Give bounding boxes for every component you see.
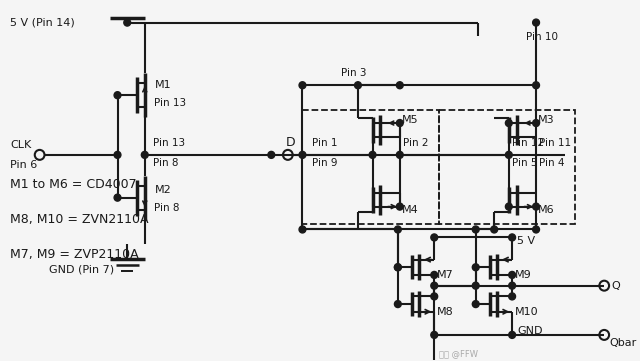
Circle shape [394, 301, 401, 308]
Circle shape [396, 119, 403, 126]
Circle shape [114, 194, 121, 201]
Text: Pin 12: Pin 12 [512, 138, 544, 148]
Text: Pin 8: Pin 8 [152, 158, 178, 168]
Circle shape [431, 331, 438, 338]
Circle shape [506, 151, 512, 158]
Circle shape [396, 151, 403, 158]
Circle shape [509, 331, 516, 338]
Circle shape [509, 282, 516, 289]
Text: 知乎 @FFW: 知乎 @FFW [439, 349, 477, 358]
Circle shape [431, 271, 438, 278]
Text: Pin 2: Pin 2 [403, 138, 428, 148]
Text: M1 to M6 = CD4007: M1 to M6 = CD4007 [10, 178, 137, 191]
Circle shape [431, 282, 438, 289]
Text: D: D [286, 136, 296, 149]
Circle shape [472, 282, 479, 289]
Circle shape [124, 19, 131, 26]
Circle shape [532, 119, 540, 126]
Circle shape [394, 264, 401, 271]
Circle shape [394, 264, 401, 271]
Circle shape [506, 203, 512, 210]
Text: Pin 11: Pin 11 [539, 138, 571, 148]
Text: GND (Pin 7): GND (Pin 7) [49, 264, 115, 274]
Circle shape [472, 301, 479, 308]
Circle shape [141, 151, 148, 158]
Text: Pin 13: Pin 13 [152, 138, 185, 148]
Text: Qbar: Qbar [609, 338, 636, 348]
Circle shape [268, 151, 275, 158]
Text: M7, M9 = ZVP2110A: M7, M9 = ZVP2110A [10, 248, 139, 261]
Text: Pin 5: Pin 5 [512, 158, 537, 168]
Circle shape [472, 226, 479, 233]
Text: M3: M3 [538, 115, 555, 125]
Text: M9: M9 [515, 270, 531, 280]
Circle shape [509, 271, 516, 278]
Circle shape [509, 293, 516, 300]
Text: M1: M1 [154, 80, 171, 90]
Bar [439, 110, 575, 225]
Circle shape [396, 82, 403, 89]
Circle shape [394, 226, 401, 233]
Text: M5: M5 [402, 115, 419, 125]
Text: Pin 4: Pin 4 [539, 158, 564, 168]
Text: M7: M7 [436, 270, 454, 280]
Circle shape [114, 92, 121, 99]
Circle shape [532, 203, 540, 210]
Text: Pin 3: Pin 3 [341, 68, 367, 78]
Circle shape [532, 19, 540, 26]
Circle shape [509, 234, 516, 241]
Text: Pin 9: Pin 9 [312, 158, 338, 168]
Circle shape [532, 82, 540, 89]
Circle shape [431, 234, 438, 241]
Text: M4: M4 [402, 205, 419, 214]
Text: M8, M10 = ZVN2110A: M8, M10 = ZVN2110A [10, 213, 149, 226]
Text: Pin 10: Pin 10 [526, 31, 558, 42]
Text: Pin 1: Pin 1 [312, 138, 338, 148]
Text: 5 V: 5 V [517, 236, 535, 247]
Text: M2: M2 [154, 185, 172, 195]
Circle shape [299, 151, 306, 158]
Text: Pin 8: Pin 8 [154, 203, 180, 213]
Circle shape [431, 293, 438, 300]
Circle shape [396, 203, 403, 210]
Text: Pin 13: Pin 13 [154, 98, 187, 108]
Text: Pin 6: Pin 6 [10, 160, 38, 170]
Text: M8: M8 [436, 307, 454, 317]
Circle shape [491, 226, 498, 233]
Text: CLK: CLK [10, 140, 31, 150]
Text: M10: M10 [515, 307, 538, 317]
Circle shape [369, 151, 376, 158]
Circle shape [532, 226, 540, 233]
Bar [303, 110, 439, 225]
Circle shape [299, 82, 306, 89]
Circle shape [506, 119, 512, 126]
Text: GND: GND [517, 326, 543, 336]
Text: M6: M6 [538, 205, 555, 214]
Circle shape [472, 264, 479, 271]
Text: 5 V (Pin 14): 5 V (Pin 14) [10, 18, 75, 27]
Circle shape [355, 82, 362, 89]
Circle shape [114, 151, 121, 158]
Text: Q: Q [611, 280, 620, 291]
Circle shape [299, 226, 306, 233]
